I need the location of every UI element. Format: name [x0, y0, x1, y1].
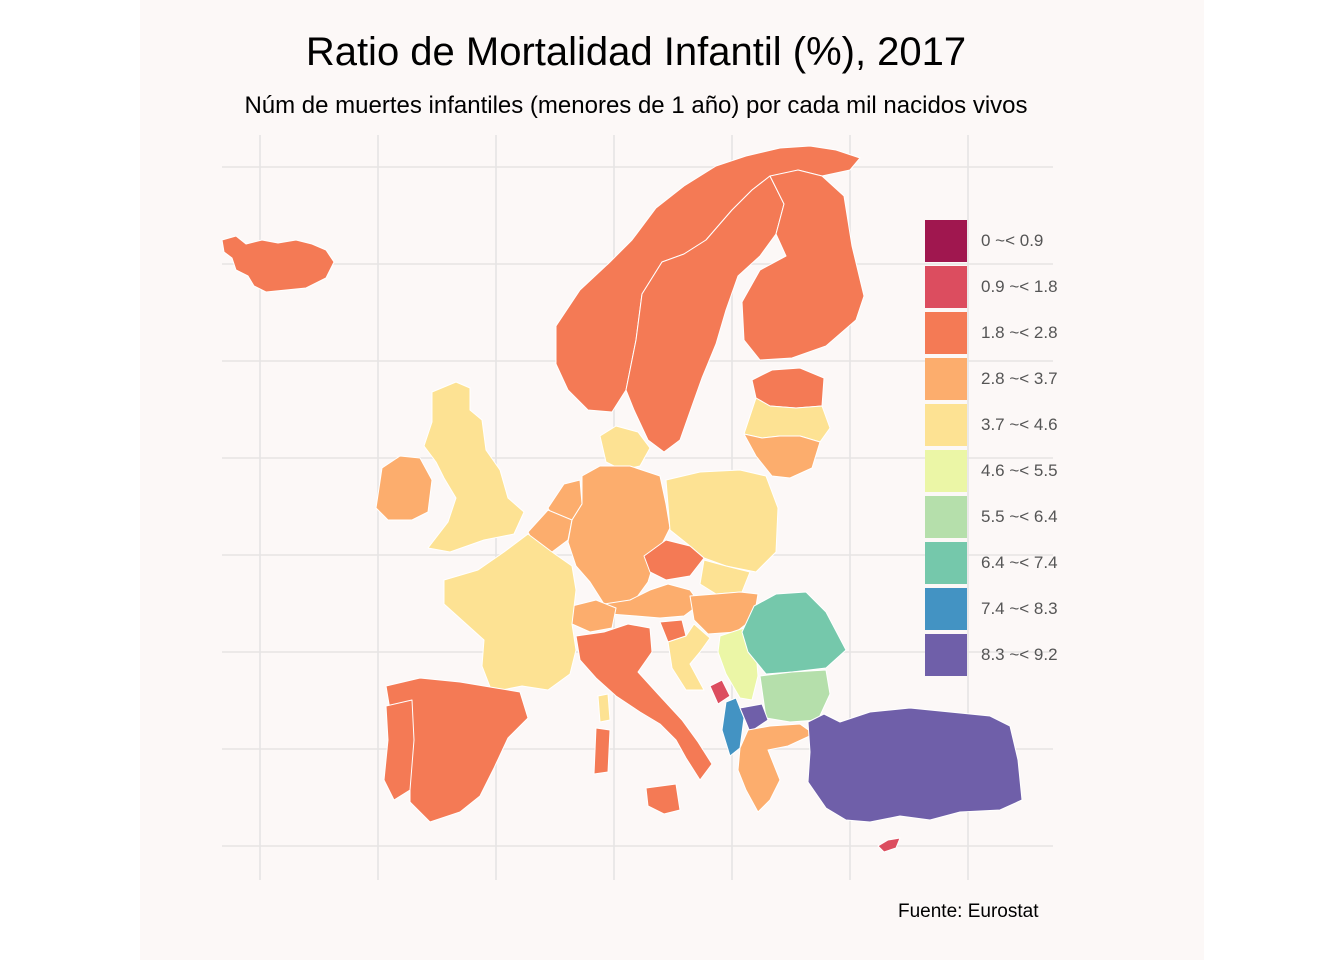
legend-item: 4.6 ~< 5.5: [925, 448, 1058, 494]
legend-swatch: [925, 404, 967, 446]
legend-label: 2.8 ~< 3.7: [981, 369, 1058, 388]
region-sweden: [625, 175, 785, 453]
legend-swatch: [925, 220, 967, 262]
region-germany: [567, 465, 671, 605]
region-cyprus: [877, 837, 901, 853]
region-ireland: [375, 455, 433, 521]
region-lithuania: [743, 433, 821, 479]
legend-item: 0 ~< 0.9: [925, 218, 1058, 264]
legend-swatch: [925, 266, 967, 308]
legend-item: 3.7 ~< 4.6: [925, 402, 1058, 448]
legend-swatch: [925, 450, 967, 492]
legend-label: 6.4 ~< 7.4: [981, 553, 1058, 572]
legend-item: 6.4 ~< 7.4: [925, 540, 1058, 586]
source-caption: Fuente: Eurostat: [898, 901, 1039, 922]
region-poland: [665, 469, 779, 573]
legend-label: 1.8 ~< 2.8: [981, 323, 1058, 342]
region-finland: [741, 169, 865, 361]
region-greece: [737, 723, 815, 813]
legend-label: 0.9 ~< 1.8: [981, 277, 1058, 296]
region-denmark: [599, 425, 651, 471]
legend-label: 3.7 ~< 4.6: [981, 415, 1058, 434]
region-croatia: [667, 623, 711, 691]
region-montenegro: [709, 679, 731, 705]
legend-item: 1.8 ~< 2.8: [925, 310, 1058, 356]
region-italy: [575, 623, 713, 781]
region-sardinia: [593, 727, 611, 775]
legend-item: 7.4 ~< 8.3: [925, 586, 1058, 632]
region-sicily: [645, 783, 681, 815]
legend-swatch: [925, 634, 967, 676]
legend-label: 0 ~< 0.9: [981, 231, 1044, 250]
legend-swatch: [925, 588, 967, 630]
legend-label: 5.5 ~< 6.4: [981, 507, 1058, 526]
region-iceland: [221, 235, 335, 293]
legend-swatch: [925, 312, 967, 354]
region-romania: [741, 591, 847, 675]
legend-item: 0.9 ~< 1.8: [925, 264, 1058, 310]
legend: 0 ~< 0.9 0.9 ~< 1.8 1.8 ~< 2.8 2.8 ~< 3.7 3.…: [925, 218, 1058, 678]
legend-item: 5.5 ~< 6.4: [925, 494, 1058, 540]
legend-label: 8.3 ~< 9.2: [981, 645, 1058, 664]
legend-label: 4.6 ~< 5.5: [981, 461, 1058, 480]
legend-item: 2.8 ~< 3.7: [925, 356, 1058, 402]
legend-item: 8.3 ~< 9.2: [925, 632, 1058, 678]
legend-label: 7.4 ~< 8.3: [981, 599, 1058, 618]
region-bulgaria: [759, 669, 831, 723]
chart-subtitle: Núm de muertes infantiles (menores de 1 …: [244, 92, 1028, 119]
region-turkey: [807, 707, 1023, 823]
legend-swatch: [925, 358, 967, 400]
region-united-kingdom: [423, 381, 525, 553]
region-france: [443, 533, 577, 693]
region-portugal: [383, 699, 415, 801]
region-north-macedonia: [739, 703, 769, 733]
legend-swatch: [925, 496, 967, 538]
chart-title: Ratio de Mortalidad Infantil (%), 2017: [305, 30, 967, 74]
region-corsica: [597, 693, 611, 723]
legend-swatch: [925, 542, 967, 584]
region-czechia: [643, 539, 705, 581]
